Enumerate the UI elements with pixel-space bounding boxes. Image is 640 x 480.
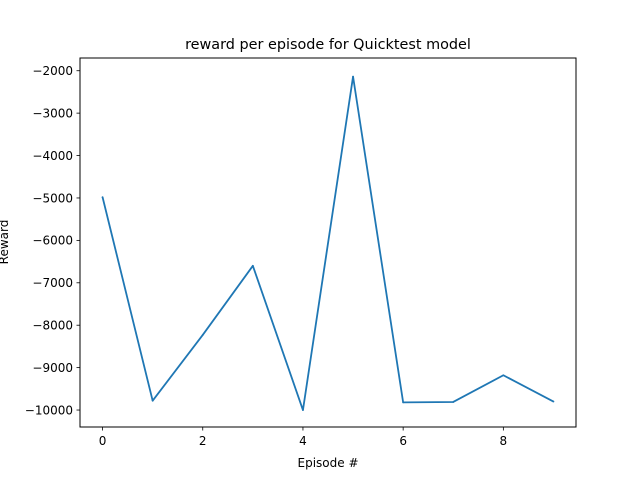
- x-tick-label: 8: [500, 434, 508, 448]
- data-point: [352, 75, 354, 78]
- y-tick-label: −9000: [32, 361, 73, 375]
- x-axis-ticks: 0 2 4 6 8: [99, 427, 507, 448]
- x-tick-label: 6: [399, 434, 407, 448]
- chart-title: reward per episode for Quicktest model: [185, 37, 471, 53]
- series-layer: [101, 75, 555, 411]
- series-line: [101, 75, 554, 411]
- data-point: [452, 401, 455, 403]
- data-point: [502, 374, 505, 377]
- x-tick-label: 2: [199, 434, 207, 448]
- y-axis-label: Reward: [0, 220, 11, 265]
- data-point: [151, 399, 154, 402]
- y-tick-label: −6000: [32, 234, 73, 248]
- y-tick-label: −7000: [32, 276, 73, 290]
- data-point: [302, 409, 304, 411]
- y-tick-label: −4000: [32, 149, 73, 163]
- x-tick-label: 0: [99, 434, 107, 448]
- data-point: [251, 264, 254, 267]
- plot-frame: [79, 57, 577, 428]
- y-tick-label: −10000: [25, 403, 73, 417]
- y-tick-label: −2000: [32, 64, 73, 78]
- y-tick-label: −3000: [32, 106, 73, 120]
- data-point: [552, 400, 555, 403]
- x-axis-label: Episode #: [298, 456, 359, 470]
- x-tick-label: 4: [299, 434, 307, 448]
- y-tick-label: −8000: [32, 319, 73, 333]
- y-tick-label: −5000: [32, 191, 73, 205]
- data-point: [201, 334, 204, 336]
- data-point: [101, 196, 104, 199]
- data-point: [402, 401, 405, 404]
- y-axis-ticks: −10000 −9000 −8000 −7000 −6000 −5000 −4000 −300…: [25, 64, 80, 417]
